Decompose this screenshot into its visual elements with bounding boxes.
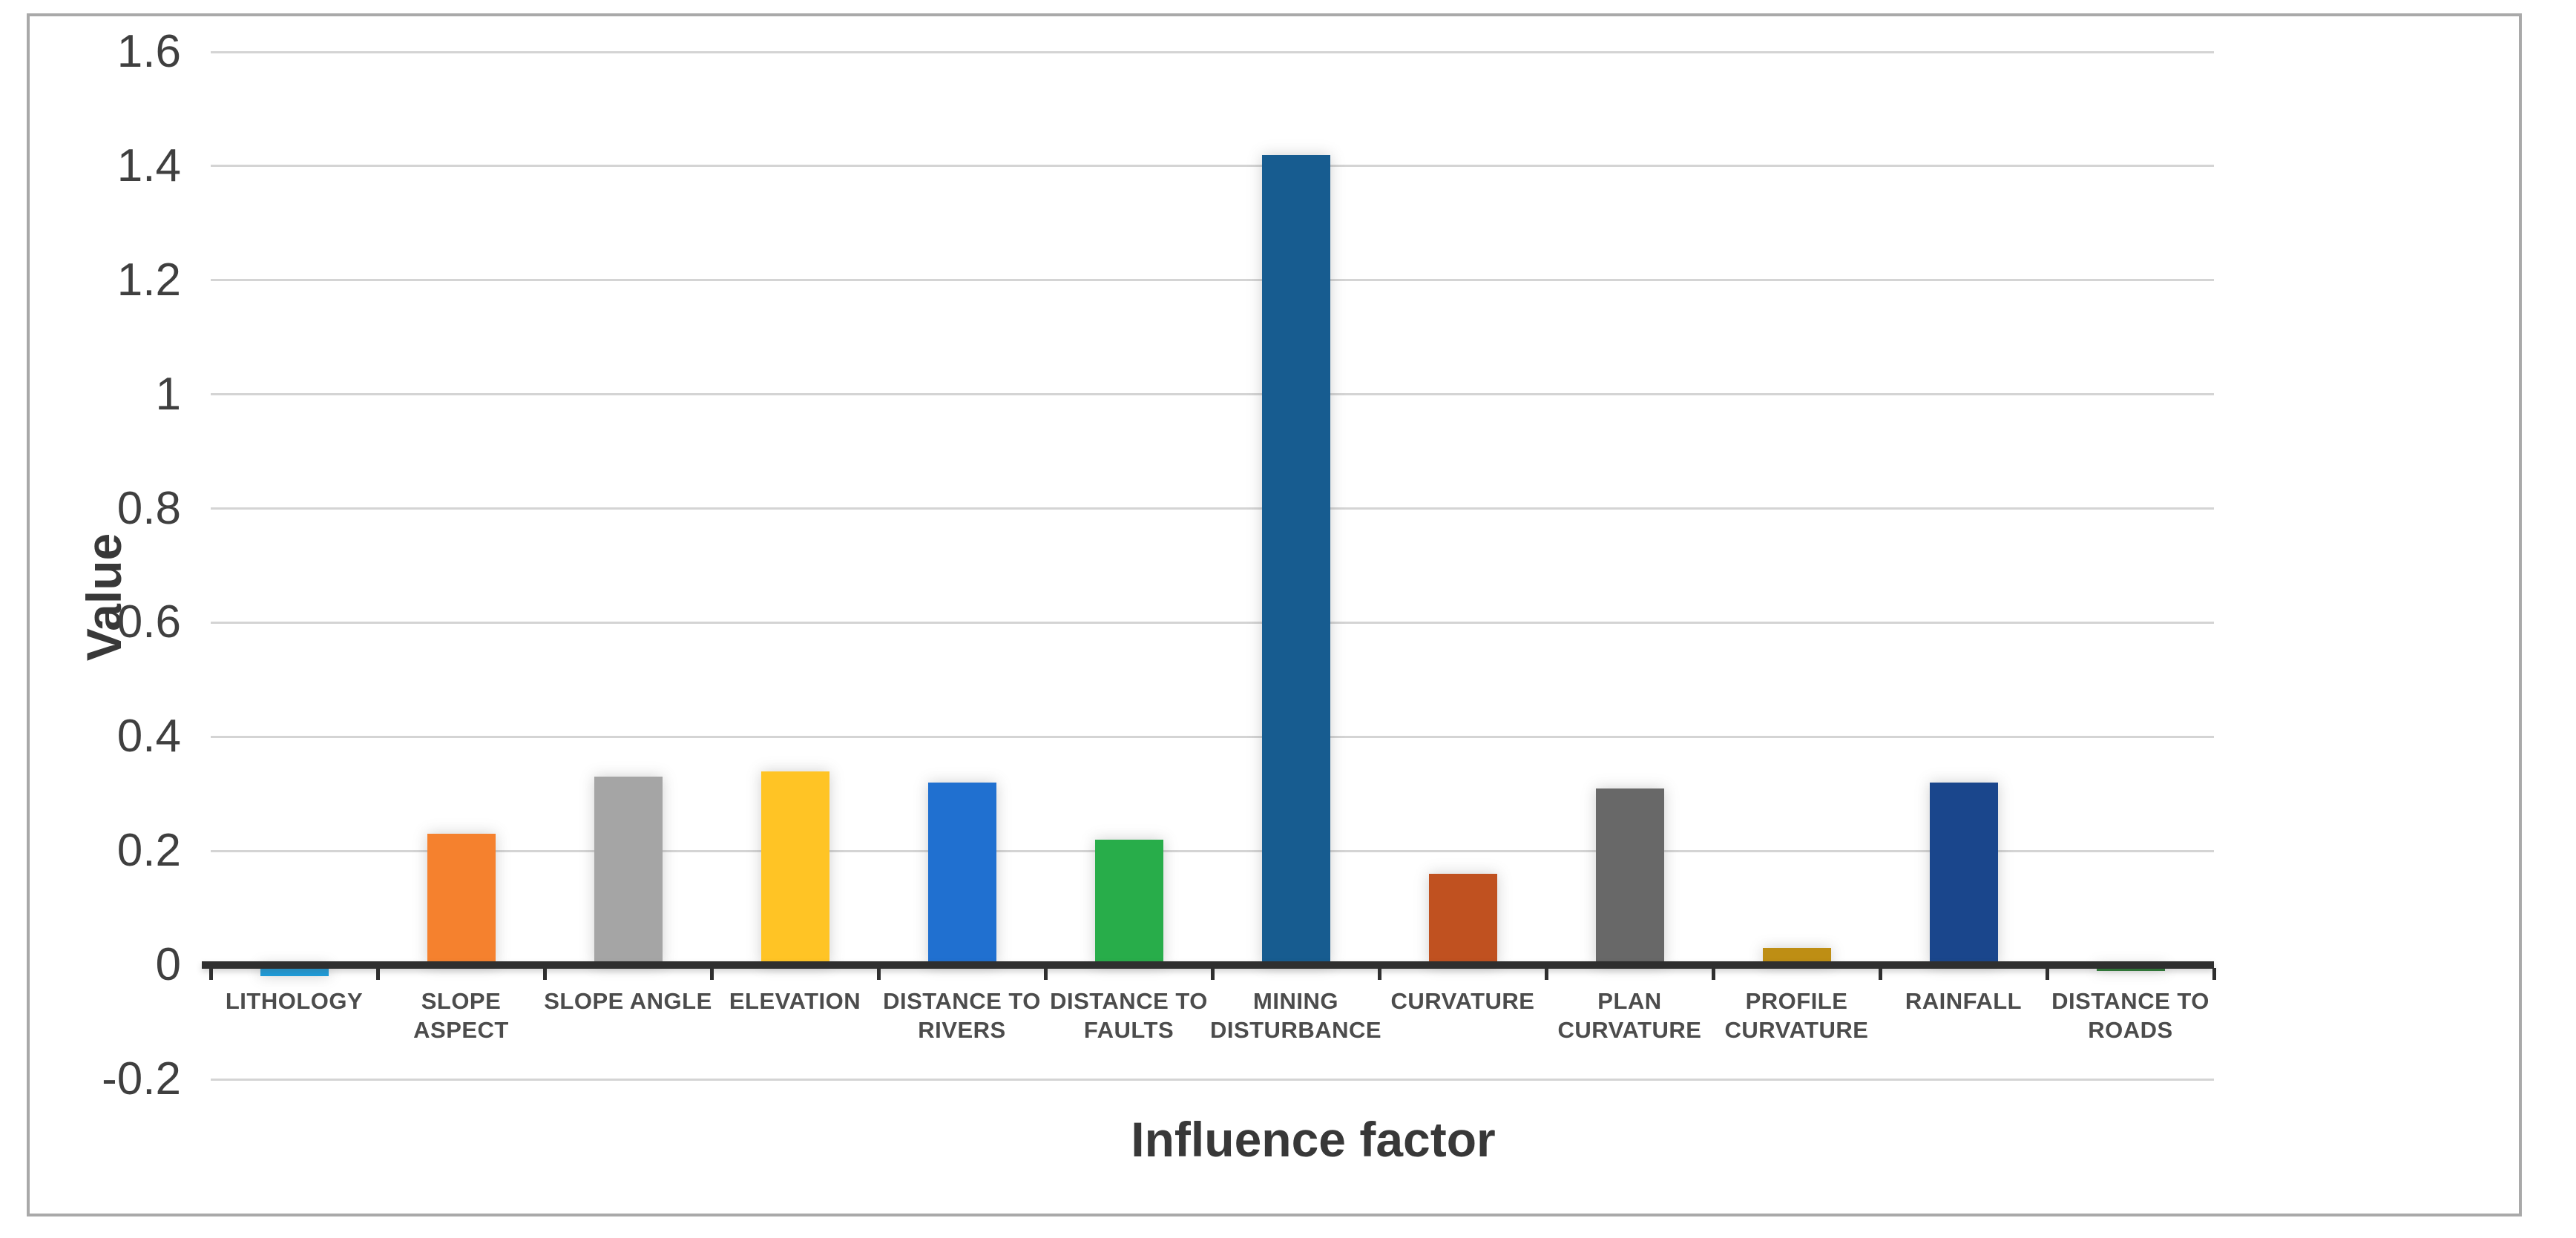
bar-slope-aspect <box>427 834 496 966</box>
gridline <box>211 50 2214 53</box>
x-axis-tick <box>2045 968 2049 981</box>
x-axis-category-label: DISTANCE TO FAULTS <box>1050 988 1208 1044</box>
x-axis-tick <box>1878 968 1882 981</box>
bar-curvature <box>1428 874 1497 966</box>
bar-rainfall <box>1929 782 1998 966</box>
bar-plan-curvature <box>1595 788 1664 966</box>
x-axis-tick <box>1544 968 1548 981</box>
y-axis-tick-label: 1 <box>155 368 181 420</box>
bar-distance-to-faults <box>1094 839 1163 966</box>
y-axis-tick-label: -0.2 <box>102 1053 181 1104</box>
x-axis-tick <box>375 968 380 981</box>
x-axis-category-label: SLOPE ANGLE <box>544 988 712 1015</box>
gridline <box>211 165 2214 168</box>
gridline <box>211 507 2214 510</box>
x-axis-category-label: DISTANCE TO ROADS <box>2051 988 2209 1044</box>
bar-distance-to-rivers <box>927 782 996 966</box>
x-axis-title: Influence factor <box>1131 1112 1496 1167</box>
y-axis-tick-label: 0.4 <box>116 711 181 763</box>
y-axis-tick-label: 1.6 <box>116 26 181 77</box>
x-axis-category-label: MINING DISTURBANCE <box>1209 988 1382 1044</box>
x-axis-tick <box>2212 968 2216 981</box>
x-axis-tick <box>1043 968 1048 981</box>
y-axis-tick-label: 0.6 <box>116 596 181 648</box>
y-axis-tick-label: 1.4 <box>116 139 181 191</box>
gridline <box>211 393 2214 396</box>
x-axis-category-label: SLOPE ASPECT <box>413 988 509 1044</box>
gridline <box>211 735 2214 738</box>
gridline <box>211 279 2214 282</box>
x-axis-tick <box>1210 968 1215 981</box>
gridline <box>211 849 2214 852</box>
bar-elevation <box>760 771 829 966</box>
x-axis-line <box>202 961 2214 969</box>
x-axis-tick <box>208 968 213 981</box>
x-axis-tick <box>876 968 881 981</box>
y-axis-tick-label: 1.2 <box>116 254 181 306</box>
y-axis-tick-label: 0 <box>155 939 181 991</box>
bar-slope-angle <box>594 777 663 966</box>
gridline <box>211 621 2214 624</box>
x-axis-tick <box>1711 968 1715 981</box>
x-axis-category-label: DISTANCE TO RIVERS <box>883 988 1041 1044</box>
bar-mining-disturbance <box>1261 154 1330 966</box>
x-axis-category-label: CURVATURE <box>1390 988 1535 1015</box>
x-axis-tick <box>542 968 547 981</box>
gridline <box>211 1078 2214 1081</box>
bar-profile-curvature <box>1762 948 1831 966</box>
x-axis-category-label: ELEVATION <box>729 988 861 1015</box>
y-axis-tick-label: 0.8 <box>116 482 181 534</box>
x-axis-category-label: PLAN CURVATURE <box>1557 988 1702 1044</box>
x-axis-category-label: LITHOLOGY <box>225 988 364 1015</box>
x-axis-category-label: PROFILE CURVATURE <box>1724 988 1869 1044</box>
chart-frame: Value Influence factor 1.6 1.4 1.2 1 0.8 0.6 0… <box>27 13 2522 1216</box>
y-axis-tick-label: 0.2 <box>116 825 181 877</box>
x-axis-tick <box>709 968 714 981</box>
x-axis-category-label: RAINFALL <box>1905 988 2023 1015</box>
x-axis-tick <box>1377 968 1381 981</box>
